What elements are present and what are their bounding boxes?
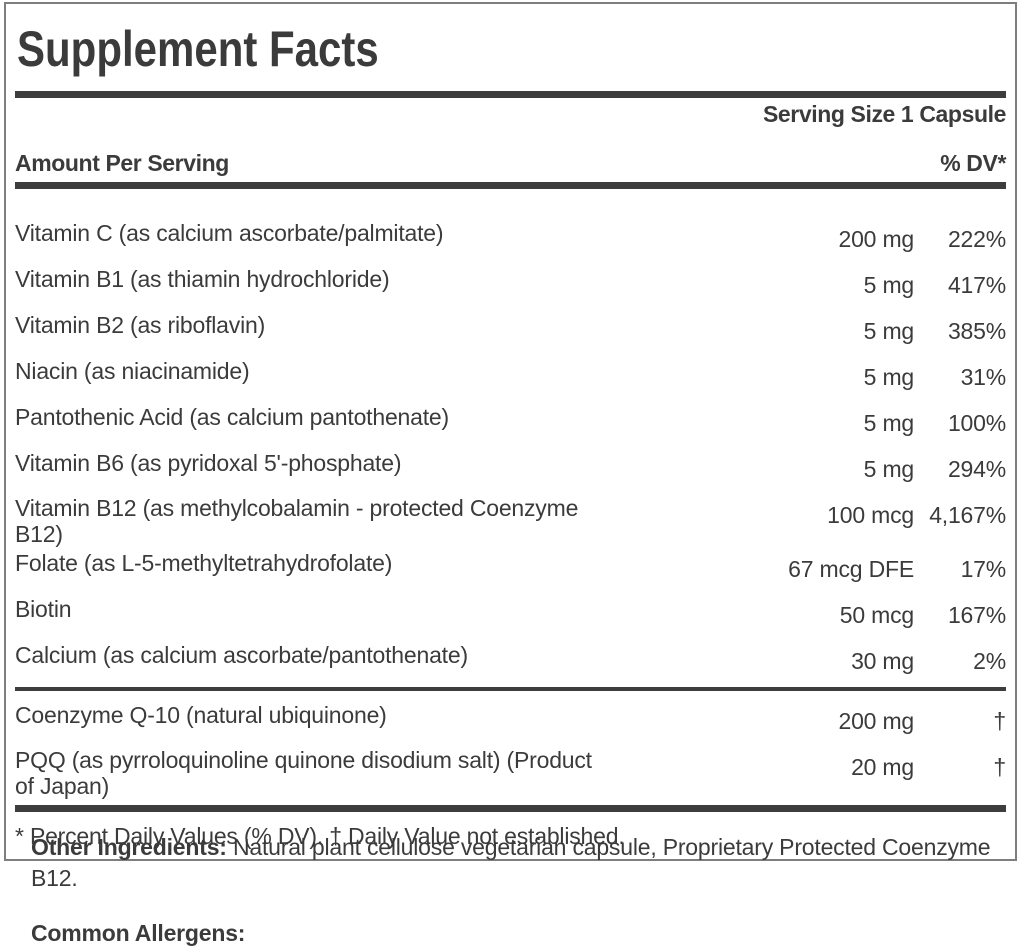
ingredient-amount: 200 mg (838, 708, 914, 734)
ingredient-amount: 50 mcg (839, 602, 914, 628)
panel-title: Supplement Facts (17, 21, 379, 77)
ingredient-row: Folate (as L-5-methyltetrahydrofolate) 67… (15, 549, 1006, 582)
ingredient-row: Vitamin B6 (as pyridoxal 5'-phosphate) 5 … (15, 449, 1006, 482)
supplement-facts-panel: Supplement Facts Serving Size 1 Capsule … (4, 2, 1017, 861)
ingredient-dv: 2% (973, 648, 1006, 674)
ingredient-row: Vitamin B12 (as methylcobalamin - protec… (15, 495, 1006, 547)
ingredient-name: Calcium (as calcium ascorbate/pantothena… (15, 642, 468, 668)
ingredient-values: 67 mcg DFE 17% (764, 556, 1006, 582)
ingredient-name: Vitamin B12 (as methylcobalamin - protec… (15, 495, 579, 547)
ingredient-row: Vitamin B1 (as thiamin hydrochloride) 5 m… (15, 265, 1006, 298)
ingredient-values: 5 mg 417% (764, 272, 1007, 298)
ingredient-name: Pantothenic Acid (as calcium pantothenat… (15, 404, 449, 430)
ingredient-name: PQQ (as pyrroloquinoline quinone disodiu… (15, 747, 592, 799)
ingredient-name: Vitamin B6 (as pyridoxal 5'-phosphate) (15, 450, 402, 476)
ingredient-values: 200 mg † (764, 708, 1006, 734)
ingredient-row: Vitamin B2 (as riboflavin) 5 mg 385% (15, 311, 1006, 344)
ingredient-dv: 100% (947, 410, 1006, 436)
ingredient-name: Niacin (as niacinamide) (15, 358, 250, 384)
amount-per-serving-header: Amount Per Serving (15, 150, 229, 176)
ingredient-dv: 31% (960, 364, 1007, 390)
ingredient-amount: 5 mg (863, 410, 915, 436)
ingredient-amount: 30 mg (851, 648, 914, 674)
ingredient-name: Folate (as L-5-methyltetrahydrofolate) (15, 550, 393, 576)
other-ingredients-text-line1: Natural plant cellulose vegetarian capsu… (232, 834, 991, 860)
column-headers: Amount Per Serving % DV* (15, 149, 1006, 177)
ingredient-row: PQQ (as pyrroloquinoline quinone disodiu… (15, 747, 1006, 799)
ingredient-dv: † (993, 708, 1006, 734)
ingredient-amount: 20 mg (851, 754, 914, 780)
top-thick-rule (15, 91, 1006, 98)
ingredient-dv: 17% (960, 556, 1007, 582)
ingredient-dv: 294% (947, 456, 1006, 482)
footnote-thick-rule (15, 805, 1006, 812)
ingredient-rows-no-dv: Coenzyme Q-10 (natural ubiquinone) 200 mg… (15, 701, 1006, 799)
ingredient-dv: 4,167% (929, 502, 1006, 528)
ingredient-amount: 200 mg (838, 226, 914, 252)
ingredient-amount: 5 mg (863, 456, 915, 482)
ingredient-row: Vitamin C (as calcium ascorbate/palmitat… (15, 219, 1006, 252)
ingredient-dv: 385% (947, 318, 1006, 344)
header-thick-rule (15, 182, 1006, 189)
ingredient-amount: 5 mg (863, 364, 915, 390)
ingredient-row: Niacin (as niacinamide) 5 mg 31% (15, 357, 1006, 390)
ingredient-dv: 417% (947, 272, 1006, 298)
ingredient-values: 100 mcg 4,167% (764, 502, 1006, 528)
ingredient-values: 5 mg 385% (764, 318, 1007, 344)
ingredient-amount: 5 mg (863, 272, 915, 298)
ingredient-dv: 167% (947, 602, 1006, 628)
dv-header: % DV* (940, 150, 1006, 176)
ingredient-row: Calcium (as calcium ascorbate/pantothena… (15, 641, 1006, 674)
section-divider-rule (15, 687, 1006, 691)
ingredient-amount: 100 mcg (827, 502, 914, 528)
other-ingredients-label: Other Ingredients: (31, 834, 227, 860)
ingredient-name: Biotin (15, 596, 72, 622)
ingredient-row: Biotin 50 mcg 167% (15, 595, 1006, 628)
ingredient-amount: 5 mg (863, 318, 915, 344)
ingredient-name: Vitamin B2 (as riboflavin) (15, 312, 266, 338)
footnote: * Percent Daily Values (% DV). † Daily V… (15, 823, 625, 849)
ingredient-values: 30 mg 2% (764, 648, 1006, 674)
ingredient-values: 5 mg 294% (764, 456, 1007, 482)
ingredient-name: Vitamin B1 (as thiamin hydrochloride) (15, 266, 390, 292)
ingredient-values: 5 mg 31% (764, 364, 1007, 390)
ingredient-name: Coenzyme Q-10 (natural ubiquinone) (15, 702, 387, 728)
ingredient-rows-main: Vitamin C (as calcium ascorbate/palmitat… (15, 219, 1006, 674)
ingredient-row: Pantothenic Acid (as calcium pantothenat… (15, 403, 1006, 436)
other-ingredients: Other Ingredients: Natural plant cellulo… (31, 832, 993, 894)
ingredient-values: 5 mg 100% (764, 410, 1007, 436)
ingredient-values: 200 mg 222% (764, 226, 1006, 252)
ingredient-values: 20 mg † (764, 754, 1006, 780)
below-panel-text: Other Ingredients: Natural plant cellulo… (31, 824, 993, 949)
ingredient-amount: 67 mcg DFE (788, 556, 914, 582)
other-ingredients-text-line2: B12. (31, 865, 78, 891)
ingredient-dv: † (993, 754, 1006, 780)
ingredient-values: 50 mcg 167% (764, 602, 1006, 628)
ingredient-row: Coenzyme Q-10 (natural ubiquinone) 200 mg… (15, 701, 1006, 734)
ingredient-name: Vitamin C (as calcium ascorbate/palmitat… (15, 220, 444, 246)
serving-size: Serving Size 1 Capsule (762, 101, 1006, 127)
ingredient-dv: 222% (947, 226, 1006, 252)
